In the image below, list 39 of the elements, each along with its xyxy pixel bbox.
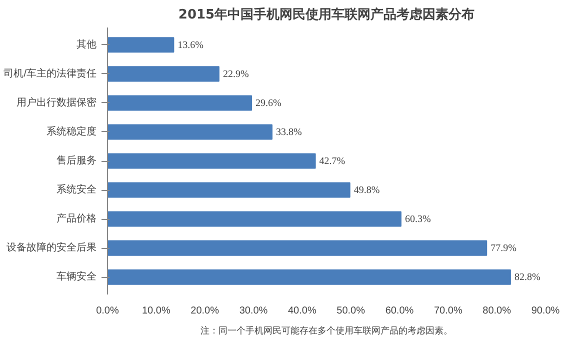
data-label: 82.8% bbox=[514, 272, 540, 284]
data-label: 13.6% bbox=[178, 40, 204, 51]
data-label: 22.9% bbox=[222, 68, 249, 80]
y-tick-label: 司机/车主的法律责任 bbox=[4, 67, 97, 80]
x-tick-label: 60.0% bbox=[385, 306, 414, 316]
chart-title: 2015年中国手机网民使用车联网产品考虑因素分布 bbox=[178, 6, 475, 22]
y-tick-label: 售后服务 bbox=[56, 154, 96, 166]
y-tick-label: 系统安全 bbox=[56, 184, 96, 196]
y-tick-label: 设备故障的安全后果 bbox=[6, 242, 96, 254]
data-label: 60.3% bbox=[404, 214, 431, 226]
bar bbox=[108, 66, 220, 82]
x-tick-label: 10.0% bbox=[142, 306, 170, 316]
data-label: 33.8% bbox=[276, 126, 302, 138]
x-tick-label: 70.0% bbox=[434, 306, 462, 316]
x-tick-label: 20.0% bbox=[190, 306, 220, 316]
x-tick-label: 50.0% bbox=[336, 306, 366, 316]
data-label: 49.8% bbox=[354, 185, 380, 196]
y-tick-label: 其他 bbox=[76, 38, 96, 50]
y-tick-label: 产品价格 bbox=[56, 212, 96, 225]
bar bbox=[108, 95, 252, 111]
bar bbox=[108, 211, 402, 227]
x-tick-label: 90.0% bbox=[531, 306, 560, 316]
data-label: 29.6% bbox=[256, 98, 282, 109]
data-label: 77.9% bbox=[490, 243, 516, 254]
bar bbox=[108, 153, 316, 169]
y-tick-label: 系统稳定度 bbox=[46, 125, 96, 138]
bar bbox=[108, 269, 511, 285]
y-tick-label: 车辆安全 bbox=[56, 270, 96, 283]
bar bbox=[108, 124, 272, 140]
x-tick-label: 80.0% bbox=[482, 306, 512, 316]
x-tick-label: 0.0% bbox=[96, 306, 120, 316]
data-label: 42.7% bbox=[319, 156, 346, 167]
text: 注：同一个手机网民可能存在多个使用车联网产品的考虑因素。 bbox=[200, 326, 452, 336]
y-tick-label: 用户出行数据保密 bbox=[16, 96, 96, 108]
bar bbox=[108, 182, 350, 198]
bar bbox=[108, 37, 174, 53]
bar bbox=[108, 240, 488, 256]
x-tick-label: 40.0% bbox=[288, 306, 316, 316]
x-tick-label: 30.0% bbox=[239, 306, 268, 316]
